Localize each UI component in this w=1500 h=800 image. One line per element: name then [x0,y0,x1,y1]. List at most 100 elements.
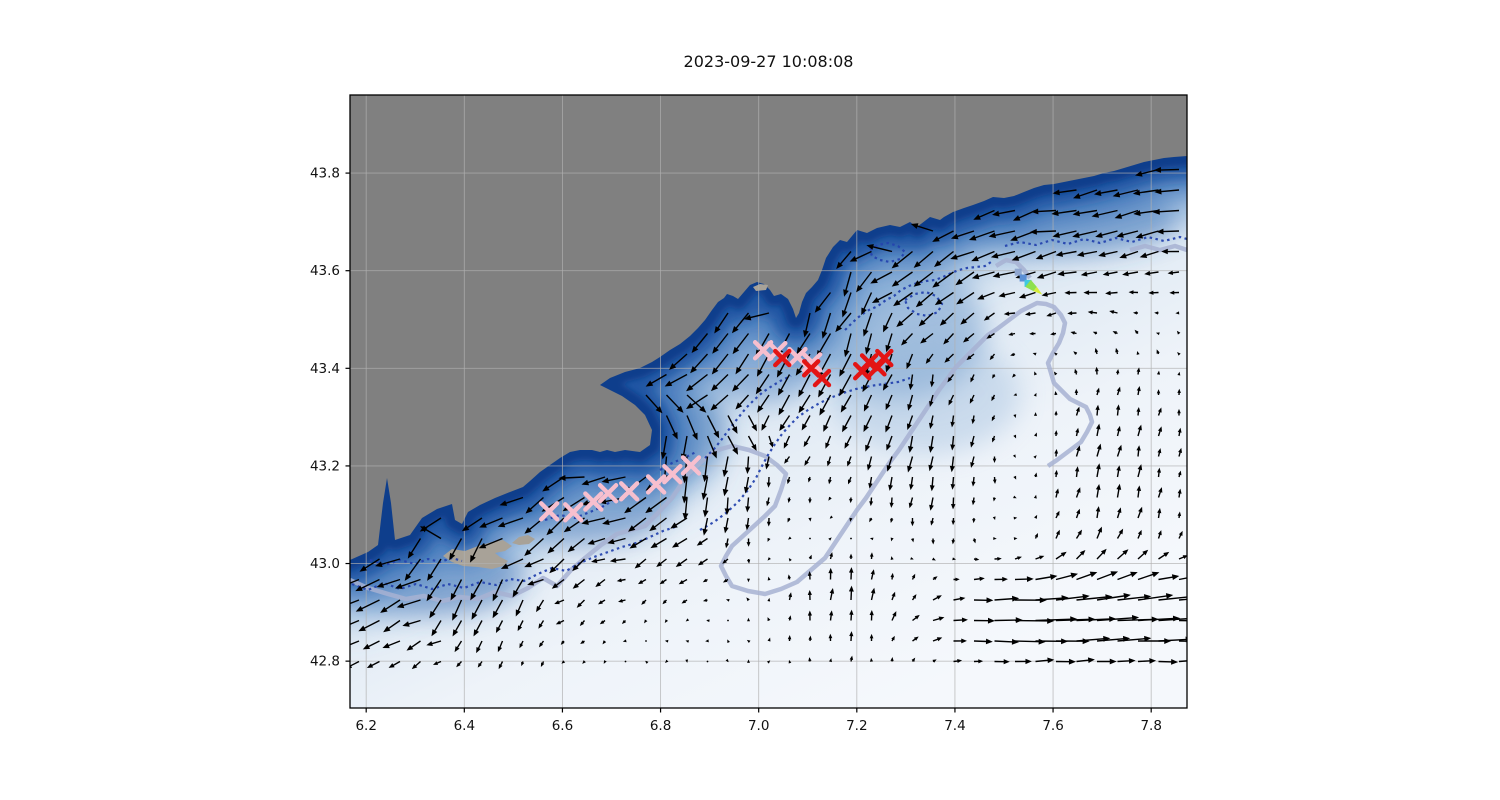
quiver-arrow [1096,530,1101,539]
quiver-arrow [451,538,463,556]
quiver-arrow [424,528,442,540]
y-tick-label: 43.6 [310,263,340,279]
quiver-arrow [684,476,688,499]
trajectory-arrow-body [1025,279,1037,292]
quiver-arrowhead [461,524,470,532]
quiver-arrow [963,312,975,322]
quiver-arrowhead [938,616,945,621]
quiver-arrow [1049,312,1057,316]
quiver-arrow [1040,250,1057,258]
quiver-arrowhead [950,444,956,451]
quiver-arrowhead [997,556,1002,561]
quiver-arrow [785,435,791,445]
quiver-arrow [874,271,893,282]
quiver-arrowhead [1212,618,1219,624]
quiver-arrow [929,456,934,467]
quiver-arrow [715,333,729,350]
quiver-arrowhead [862,329,869,337]
quiver-arrowhead [892,611,897,617]
quiver-arrow [529,558,544,566]
quiver-arrow [1075,449,1080,457]
quiver-arrowhead [645,380,654,387]
pink-x-marker [538,501,560,522]
quiver-arrowhead [992,497,997,502]
quiver-arrow [1138,189,1159,194]
quiver-arrow [1137,489,1140,498]
quiver-arrowhead [828,479,832,485]
quiver-arrowhead [645,660,649,664]
quiver-arrowhead [1073,351,1078,355]
quiver-arrow [800,374,811,393]
quiver-arrowhead [841,309,848,318]
quiver-arrow [1137,428,1141,437]
quiver-arrowhead [1094,366,1099,372]
quiver-arrowhead [697,560,704,566]
quiver-arrowhead [477,662,482,668]
quiver-arrowhead [1047,657,1055,664]
quiver-arrow [653,517,667,529]
quiver-arrowhead [1158,487,1163,493]
quiver-arrow [592,537,606,544]
quiver-arrowhead [602,640,607,645]
quiver-arrow [884,312,893,328]
quiver-arrowhead [1115,347,1119,353]
quiver-arrowhead [961,638,967,644]
quiver-arrow [1076,659,1090,663]
quiver-arrow [1158,596,1187,601]
quiver-arrowhead [659,579,665,585]
quiver-arrow [429,579,442,597]
quiver-arrowhead [839,388,846,397]
quiver-arrowhead [979,576,985,581]
quiver-arrowhead [888,484,893,491]
quiver-arrowhead [795,368,803,376]
quiver-arrowhead [1074,388,1079,394]
quiver-arrowhead [1156,228,1164,235]
quiver-arrowhead [1029,228,1037,235]
quiver-arrowhead [637,579,644,585]
quiver-arrowhead [778,407,785,416]
quiver-arrow [987,312,995,319]
quiver-arrowhead [1012,215,1021,221]
quiver-arrow [1116,469,1120,478]
quiver-arrow [910,476,914,486]
quiver-arrowhead [746,542,751,547]
quiver-arrowhead [991,437,996,443]
quiver-arrowhead [1157,530,1162,536]
quiver-arrowhead [779,423,786,432]
quiver-arrowhead [807,571,812,576]
quiver-arrowhead [949,465,955,473]
quiver-arrowhead [601,477,609,484]
quiver-arrowhead [527,580,535,586]
quiver-arrow [551,537,565,551]
quiver-arrowhead [560,640,565,645]
quiver-arrowhead [972,539,976,544]
quiver-arrow [472,579,483,596]
quiver-arrow [735,374,750,389]
quiver-arrowhead [814,305,822,313]
quiver-arrowhead [1076,251,1085,257]
quiver-arrowhead [456,662,461,668]
quiver-arrowhead [865,444,871,452]
quiver-arrowhead [968,234,977,241]
quiver-arrowhead [886,444,892,451]
quiver-arrow [1096,551,1104,560]
quiver-arrowhead [664,380,673,387]
quiver-dot [624,660,627,663]
quiver-arrowhead [746,597,750,602]
quiver-arrowhead [1142,549,1149,556]
quiver-arrowhead [1176,330,1181,335]
quiver-arrow [907,353,914,365]
quiver-arrowhead [961,617,968,623]
quiver-arrowhead [1008,332,1013,336]
quiver-arrow [1082,250,1098,256]
quiver-arrowhead [1152,208,1160,215]
quiver-arrowhead [702,474,709,483]
quiver-arrow [843,415,852,428]
quiver-arrowhead [936,637,943,642]
quiver-arrowhead [665,659,669,664]
quiver-arrowhead [1011,255,1020,261]
quiver-arrow [706,435,716,454]
quiver-arrowhead [870,569,875,575]
quiver-arrowhead [710,384,719,392]
quiver-arrow [1117,573,1133,581]
